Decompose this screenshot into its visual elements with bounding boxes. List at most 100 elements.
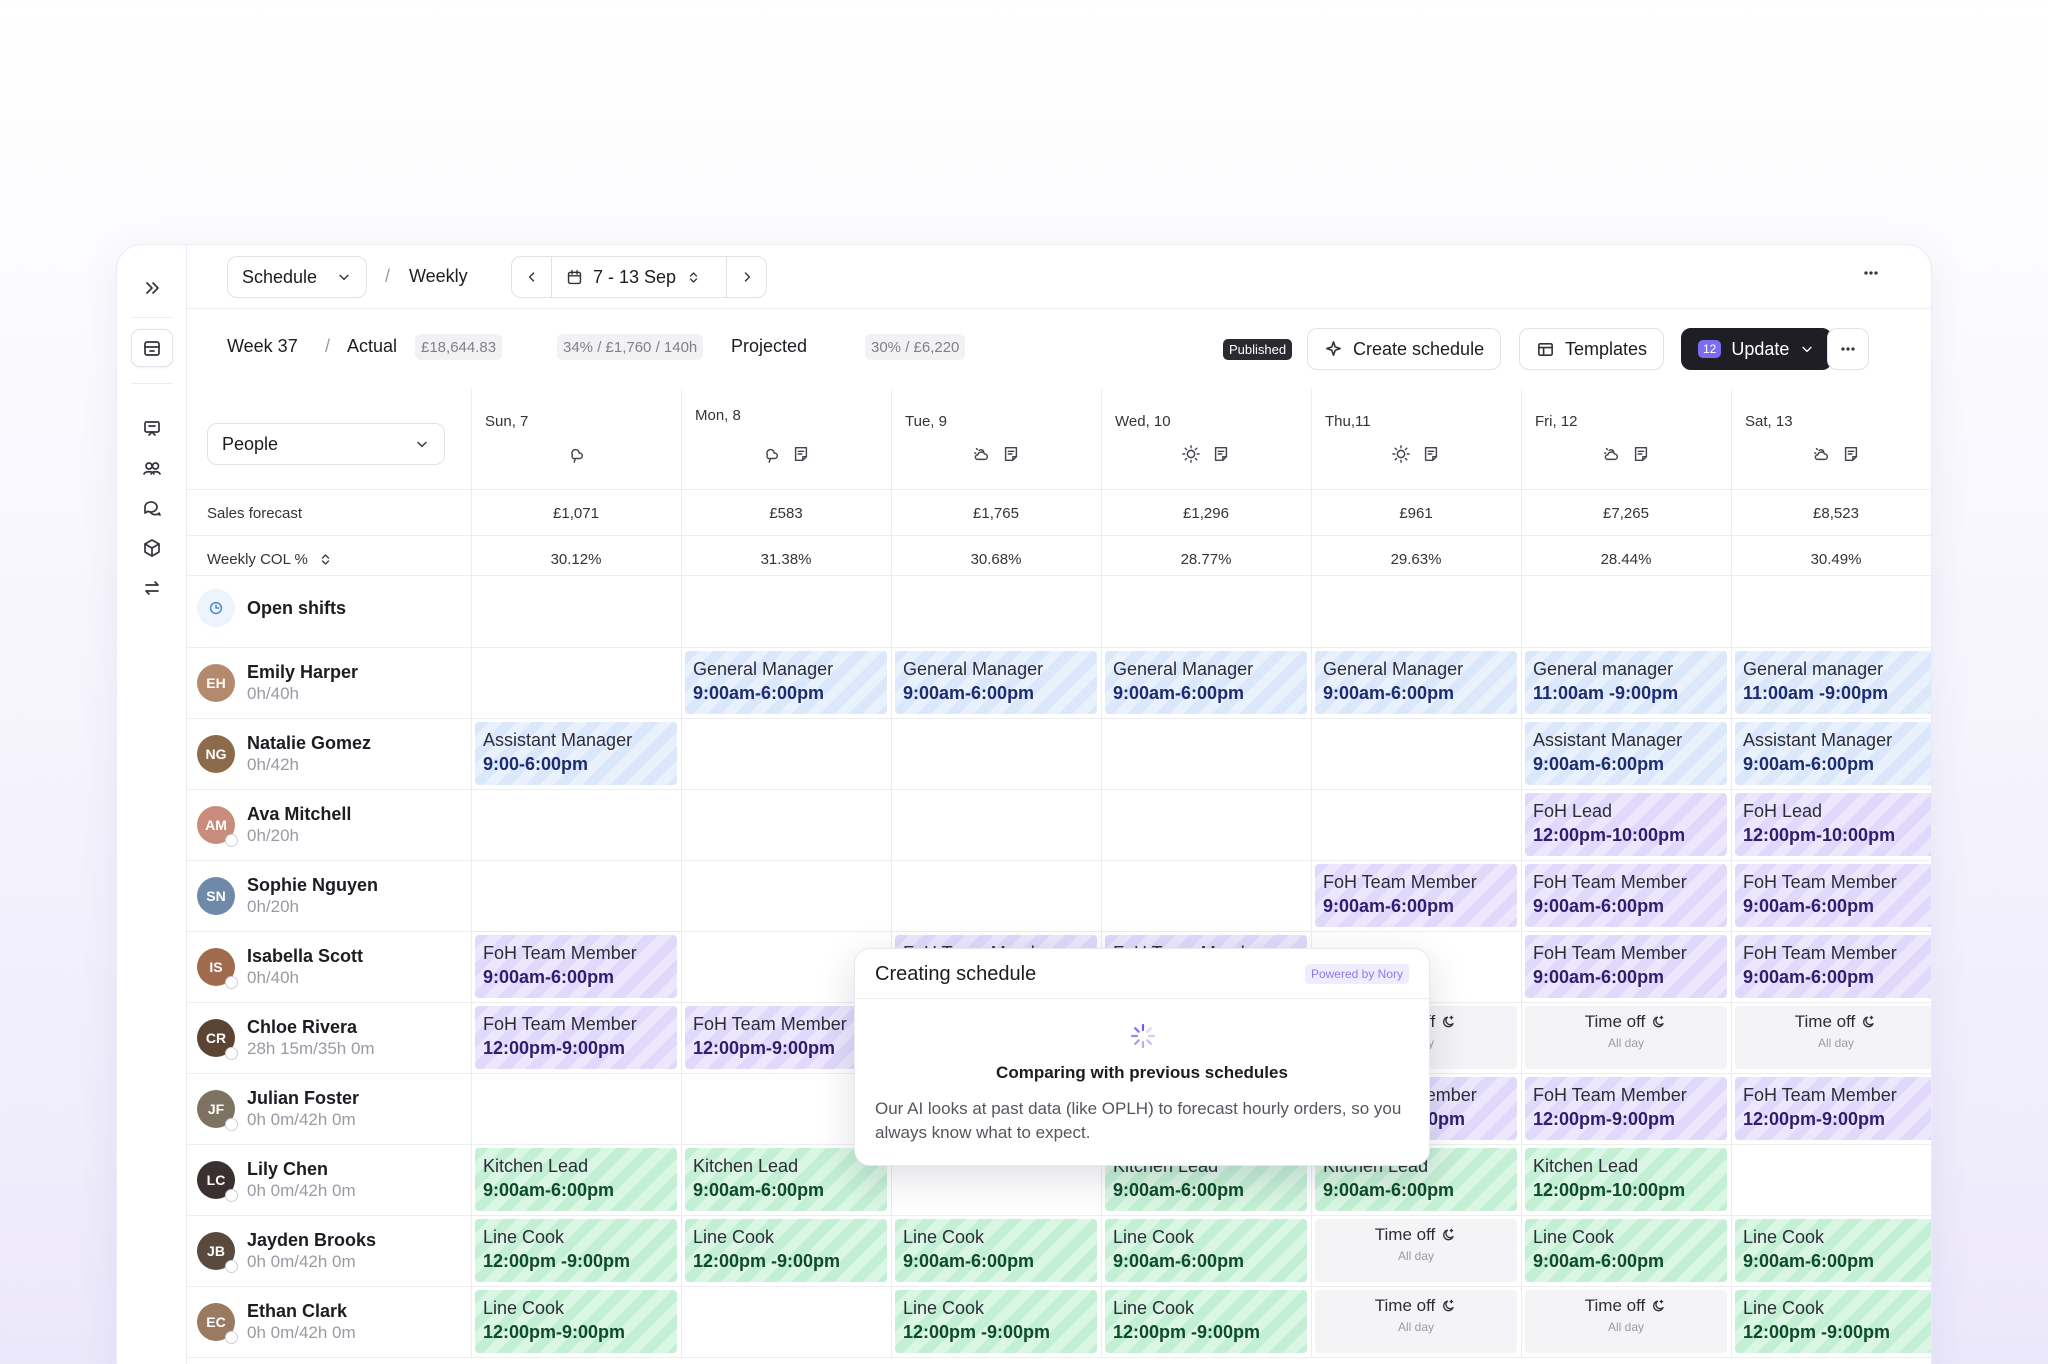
inventory-nav-button[interactable] [131,529,173,567]
shift-block[interactable]: FoH Team Member 12:00pm-9:00pm [475,1006,677,1069]
note-icon[interactable] [1632,445,1650,463]
templates-label: Templates [1565,338,1648,359]
shift-time: 9:00am-6:00pm [1743,1251,1875,1271]
shift-block[interactable]: FoH Team Member 9:00am-6:00pm [1315,864,1517,927]
messages-nav-button[interactable] [131,489,173,527]
shift-block[interactable]: Line Cook 9:00am-6:00pm [1105,1219,1307,1282]
employee-info: Julian Foster 0h 0m/42h 0m [247,1087,359,1131]
shift-block[interactable]: FoH Team Member 9:00am-6:00pm [1735,935,1931,998]
view-select[interactable]: Schedule [227,256,367,298]
employee-row-header[interactable]: NG Natalie Gomez 0h/42h [197,732,371,776]
powered-by-badge: Powered by Nory [1304,964,1409,984]
shift-block[interactable]: Line Cook 12:00pm -9:00pm [685,1219,887,1282]
shift-block[interactable]: Kitchen Lead 9:00am-6:00pm [475,1148,677,1211]
mode-weekly[interactable]: Weekly [409,266,468,286]
people-filter-select[interactable]: People [207,423,445,465]
shift-block[interactable]: General manager 11:00am -9:00pm [1735,651,1931,714]
shift-block[interactable]: General Manager 9:00am-6:00pm [1105,651,1307,714]
shift-role: Kitchen Lead [1533,1156,1639,1176]
shift-block[interactable]: Line Cook 12:00pm-9:00pm [475,1290,677,1353]
day-header[interactable]: Mon, 8 [695,407,741,424]
note-icon[interactable] [1422,445,1440,463]
shift-block[interactable]: FoH Lead 12:00pm-10:00pm [1735,793,1931,856]
shift-block[interactable]: Line Cook 12:00pm -9:00pm [895,1290,1097,1353]
shift-block[interactable]: FoH Team Member 9:00am-6:00pm [1735,864,1931,927]
shift-time: 9:00am-6:00pm [1743,896,1875,916]
note-icon[interactable] [792,445,810,463]
employee-row-header[interactable]: JF Julian Foster 0h 0m/42h 0m [197,1087,359,1131]
people-nav-button[interactable] [131,449,173,487]
more-options-button[interactable] [1861,263,1881,288]
shift-block[interactable]: Assistant Manager 9:00-6:00pm [475,722,677,785]
shift-block[interactable]: Kitchen Lead 9:00am-6:00pm [685,1148,887,1211]
day-header[interactable]: Sun, 7 [485,413,529,430]
more-actions-button[interactable] [1827,328,1869,370]
chevron-down-icon [1802,346,1813,353]
chevrons-right-icon [146,282,159,294]
day-header[interactable]: Tue, 9 [905,413,947,430]
employee-hours: 0h 0m/42h 0m [247,1323,356,1342]
sort-icon[interactable] [318,552,333,567]
employee-row-header[interactable]: AM Ava Mitchell 0h/20h [197,803,351,847]
employee-hours: 0h/20h [247,826,299,845]
shift-block[interactable]: Line Cook 9:00am-6:00pm [1735,1219,1931,1282]
shift-block[interactable]: FoH Team Member 12:00pm-9:00pm [685,1006,887,1069]
open-shifts-text: Open shifts [247,597,347,618]
shift-block[interactable]: General Manager 9:00am-6:00pm [895,651,1097,714]
day-header[interactable]: Wed, 10 [1115,413,1171,430]
shift-block[interactable]: General manager 11:00am -9:00pm [1525,651,1727,714]
employee-row-header[interactable]: SN Sophie Nguyen 0h/20h [197,874,378,918]
shift-block[interactable]: FoH Team Member 9:00am-6:00pm [1525,864,1727,927]
day-header[interactable]: Sat, 13 [1745,413,1793,430]
shift-block[interactable]: General Manager 9:00am-6:00pm [1315,651,1517,714]
template-icon [1538,342,1553,356]
time-off-text: Time off [1374,1225,1436,1244]
note-icon[interactable] [1842,445,1860,463]
shift-block[interactable]: Assistant Manager 9:00am-6:00pm [1525,722,1727,785]
shift-block[interactable]: General Manager 9:00am-6:00pm [685,651,887,714]
shift-block[interactable]: Line Cook 12:00pm -9:00pm [1735,1290,1931,1353]
shift-role: FoH Team Member [1323,872,1477,892]
employee-row-header[interactable]: JB Jayden Brooks 0h 0m/42h 0m [197,1229,376,1273]
date-range-display[interactable]: 7 - 13 Sep [552,267,726,288]
note-icon[interactable] [1212,445,1230,463]
previous-week-button[interactable] [512,257,552,297]
employee-row-header[interactable]: EC Ethan Clark 0h 0m/42h 0m [197,1300,356,1344]
grid-column-divider [1731,389,1732,1357]
note-icon[interactable] [1002,445,1020,463]
schedule-nav-button[interactable] [131,409,173,447]
shift-block[interactable]: Line Cook 9:00am-6:00pm [1525,1219,1727,1282]
time-off-block[interactable]: Time off All day [1315,1290,1517,1353]
shift-block[interactable]: Assistant Manager 9:00am-6:00pm [1735,722,1931,785]
shift-block[interactable]: Line Cook 12:00pm -9:00pm [1105,1290,1307,1353]
shift-block[interactable]: Line Cook 12:00pm -9:00pm [475,1219,677,1282]
employee-row-header[interactable]: LC Lily Chen 0h 0m/42h 0m [197,1158,356,1202]
next-week-button[interactable] [726,257,766,297]
weekly-col-label[interactable]: Weekly COL % [207,551,333,568]
time-off-block[interactable]: Time off All day [1735,1006,1931,1069]
transfers-nav-button[interactable] [131,569,173,607]
day-header[interactable]: Fri, 12 [1535,413,1578,430]
create-schedule-button[interactable]: Create schedule [1307,328,1502,370]
shift-block[interactable]: Kitchen Lead 12:00pm-10:00pm [1525,1148,1727,1211]
expand-sidebar-button[interactable] [131,269,173,307]
templates-button[interactable]: Templates [1519,328,1665,370]
shift-block[interactable]: FoH Team Member 9:00am-6:00pm [1525,935,1727,998]
store-nav-button[interactable] [131,329,173,367]
time-off-block[interactable]: Time off All day [1525,1006,1727,1069]
date-range-picker[interactable]: 7 - 13 Sep [511,256,767,298]
day-header[interactable]: Thu,11 [1325,413,1371,430]
update-button[interactable]: 12 Update [1681,328,1833,370]
time-off-block[interactable]: Time off All day [1525,1290,1727,1353]
shift-block[interactable]: FoH Team Member 9:00am-6:00pm [475,935,677,998]
shift-block[interactable]: FoH Team Member 12:00pm-9:00pm [1525,1077,1727,1140]
time-off-block[interactable]: Time off All day [1315,1219,1517,1282]
shift-block[interactable]: Line Cook 9:00am-6:00pm [895,1219,1097,1282]
shift-block[interactable]: FoH Team Member 12:00pm-9:00pm [1735,1077,1931,1140]
employee-row-header[interactable]: EH Emily Harper 0h/40h [197,661,358,705]
employee-row-header[interactable]: CR Chloe Rivera 28h 15m/35h 0m [197,1016,375,1060]
shift-block[interactable]: FoH Lead 12:00pm-10:00pm [1525,793,1727,856]
shift-time: 9:00am-6:00pm [1323,896,1455,916]
employee-row-header[interactable]: IS Isabella Scott 0h/40h [197,945,363,989]
shift-time: 9:00am-6:00pm [903,1251,1035,1271]
